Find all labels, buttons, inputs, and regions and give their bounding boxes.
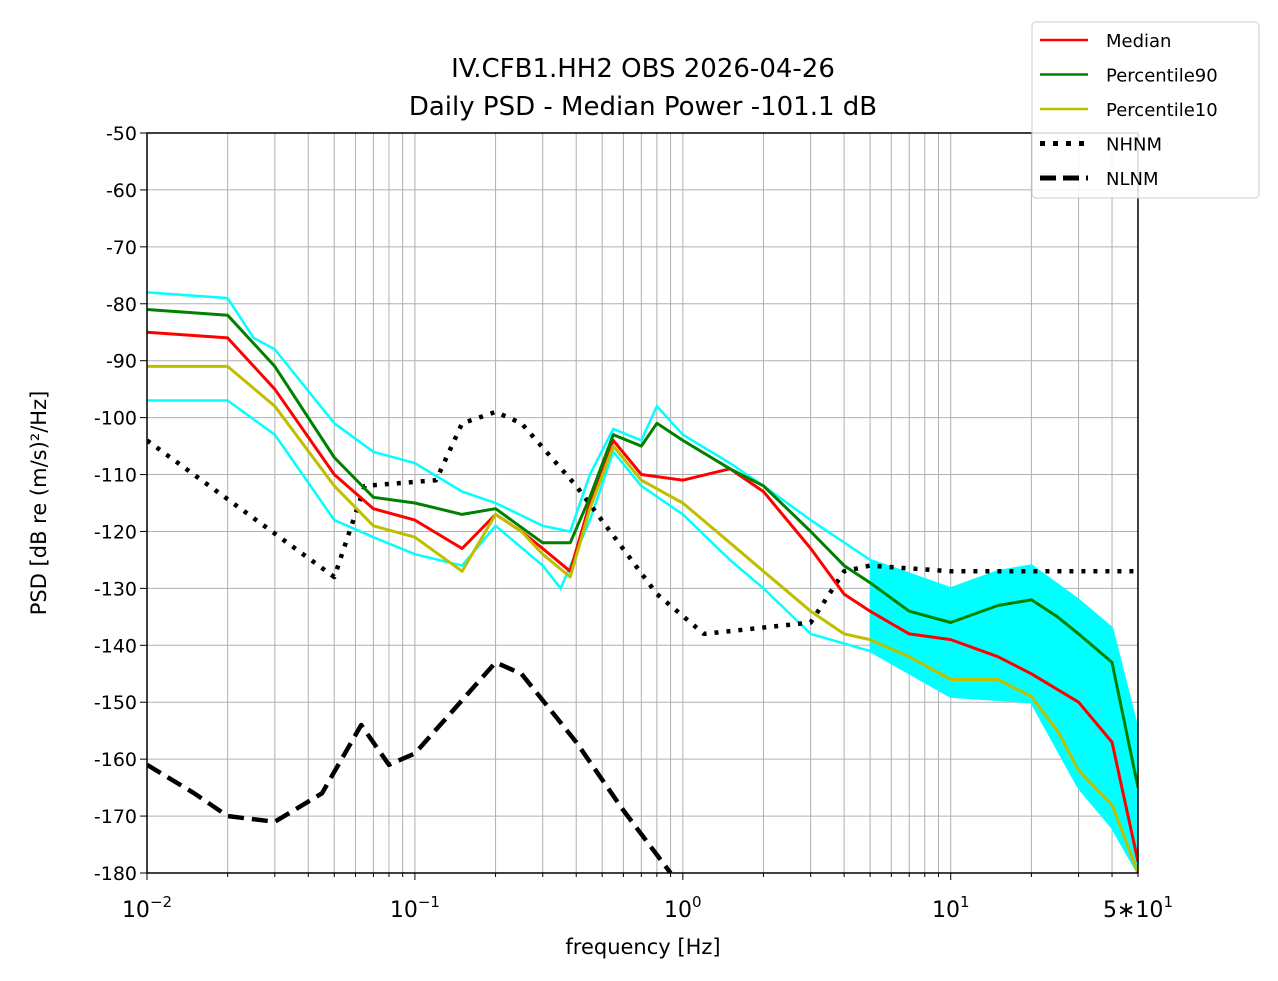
legend-label: Percentile90 [1106,66,1218,87]
ticks: -50 -60 -70 -80 -90 -100 -110 -120 -130 -140 -150 -… [94,123,1173,923]
axes-frame [146,132,1139,874]
y-tick-label: -60 [106,180,137,202]
x-tick-label: 5∗101 [1103,893,1173,923]
legend-label: Percentile10 [1106,100,1218,121]
hourly-psd-band [870,559,1138,873]
x-tick-label: 10−1 [390,893,440,923]
y-tick-label: -150 [94,692,137,714]
series-percentile90 [147,308,1138,788]
x-tick-label: 100 [664,893,702,923]
y-tick-label: -90 [106,351,137,373]
grid [146,132,1139,874]
series-nhnm [147,409,1138,637]
y-tick-label: -160 [94,749,137,771]
y-tick-label: -110 [94,465,137,487]
y-tick-label: -170 [94,806,137,828]
y-axis-label: PSD [dB re (m/s)²/Hz] [27,391,51,616]
y-tick-label: -70 [106,237,137,259]
legend: Median Percentile90 Percentile10 NHNM NLNM [1031,21,1260,199]
x-tick-label: 10−2 [122,893,172,923]
legend-label: NHNM [1106,135,1162,156]
y-tick-label: -120 [94,521,137,543]
series-percentile10 [147,364,1138,873]
hourly-psd-upper [147,291,1138,732]
hourly-psd-lower [147,399,1138,873]
y-tick-label: -100 [94,408,137,430]
y-tick-label: -140 [94,635,137,657]
legend-label: Median [1106,31,1171,52]
chart-title-line1: IV.CFB1.HH2 OBS 2026-04-26 [451,54,835,84]
x-tick-label: 101 [932,893,970,923]
legend-label: NLNM [1106,169,1159,190]
series-nlnm [147,660,673,873]
y-tick-label: -80 [106,294,137,316]
chart-title-line2: Daily PSD - Median Power -101.1 dB [409,92,877,122]
series-median [147,330,1138,862]
y-tick-label: -130 [94,578,137,600]
y-tick-label: -50 [106,123,137,145]
x-axis-label: frequency [Hz] [565,935,720,959]
y-tick-label: -180 [94,863,137,885]
legend-box [1031,21,1260,199]
plot-area [147,291,1138,873]
